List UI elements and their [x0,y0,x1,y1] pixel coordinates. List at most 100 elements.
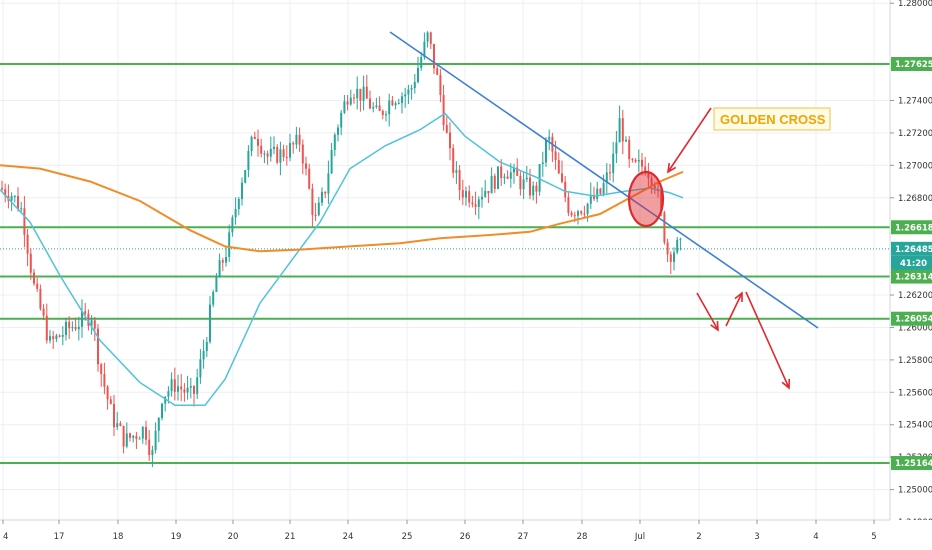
candle-down [122,425,125,447]
drawings: GOLDEN CROSS [389,31,831,390]
candle-down [74,326,77,330]
candle-up [234,208,237,218]
candle-down [593,194,595,200]
level-label-bg [891,311,932,326]
candle-down [106,386,109,400]
projection-arrow-2 [725,292,743,327]
candle-down [84,311,87,314]
candle-up [10,196,13,201]
candle-up [321,191,323,203]
candle-down [500,166,503,179]
candle-down [346,101,349,105]
price-axis[interactable]: 1.28000 1.27400 1.27200 1.27000 1.26800 1.262… [889,0,932,550]
candle-up [397,102,400,104]
price-tick-label: 1.28000 [898,0,932,9]
candle-up [407,89,410,95]
candle-up [116,423,119,428]
candle-up [241,182,243,200]
level-label-bg [891,220,932,235]
candle-up [77,326,80,330]
candle-down [135,435,138,439]
candlesticks [1,31,682,468]
candle-down [535,185,538,192]
projection-arrow-2-head [734,291,743,303]
candle-up [362,86,365,101]
candle-up [330,149,333,174]
time-tick-label: Jul [634,532,645,542]
candle-down [97,328,99,365]
candle-down [52,336,55,340]
support-resistance-levels [0,63,890,464]
candle-down [87,313,90,326]
candle-up [337,127,339,135]
level-label: 1.26618 [895,223,932,233]
candle-down [369,98,371,109]
candle-down [292,142,295,145]
candle-down [631,159,634,161]
candle-up [426,32,429,42]
candle-down [561,173,563,182]
candle-up [401,96,403,103]
candle-up [90,320,93,326]
candle-up [177,386,179,392]
candle-down [557,160,560,174]
candle-up [605,172,608,184]
candle-up [410,88,413,90]
candle-down [599,188,602,194]
candle-down [17,195,19,210]
candle-down [260,145,263,154]
price-tick-label: 1.26800 [898,194,932,204]
candle-up [548,136,551,140]
candle-down [519,175,522,190]
candle-up [212,291,215,305]
candle-down [36,283,39,289]
candle-down [647,173,650,178]
candle-up [81,311,83,327]
time-axis[interactable]: 4 17 18 19 20 21 24 25 26 27 28 Jul 2 3 4 5 [0,519,932,550]
candle-down [103,373,106,387]
candle-down [634,159,637,162]
candle-up [481,196,483,200]
candle-up [279,149,282,163]
candle-down [353,97,355,99]
candle-up [295,134,298,145]
candle-up [343,101,346,113]
candle-up [602,183,605,194]
candle-down [529,177,531,196]
golden-cross-arrow-head [666,162,677,174]
candle-up [484,190,487,197]
candle-up [673,252,675,262]
current-price-label: 1.26485 [895,245,932,255]
candle-down [359,88,362,101]
countdown-label: 41:20 [900,259,927,269]
level-label: 1.26054 [895,315,932,325]
candle-up [612,153,615,174]
candle-up [205,341,208,351]
candle-down [641,159,643,167]
candle-down [39,288,42,309]
candle-down [276,146,279,163]
candle-up [497,166,499,189]
candle-down [506,176,509,179]
candle-up [509,172,512,179]
candle-up [413,82,416,89]
candle-down [458,170,461,191]
candle-down [445,125,448,133]
candle-up [465,191,467,198]
candle-up [417,67,419,83]
candle-down [564,181,567,198]
price-tick-label: 1.26200 [898,291,932,301]
candle-down [58,335,61,337]
candle-up [676,239,679,253]
trendline [389,31,819,329]
candle-down [621,118,624,142]
level-label-bg [891,455,932,470]
candle-down [113,404,115,428]
moving-averages [0,112,684,407]
candle-down [644,166,647,174]
candle-down [442,95,445,126]
candle-up [513,167,515,173]
candle-up [13,195,16,197]
candle-up [151,450,154,456]
